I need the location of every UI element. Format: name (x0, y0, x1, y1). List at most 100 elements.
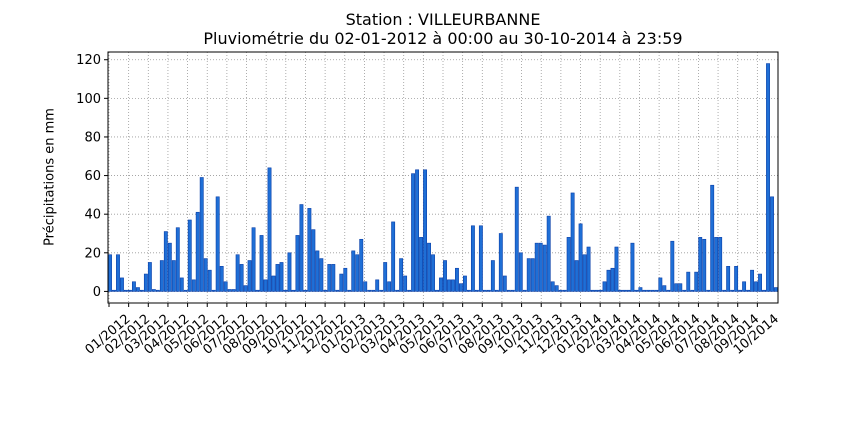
y-tick-label: 80 (84, 130, 101, 145)
data-bar (315, 250, 320, 292)
data-bar (371, 289, 376, 292)
chart-subtitle: Pluviométrie du 02-01-2012 à 00:00 au 30… (203, 29, 683, 48)
data-bar (120, 277, 124, 292)
data-bar (343, 267, 348, 292)
data-bar (558, 289, 563, 292)
data-bar (714, 237, 719, 292)
data-bar (211, 289, 216, 292)
data-bar (578, 223, 583, 292)
data-bar (175, 227, 180, 292)
data-bar (155, 289, 160, 292)
data-bar (606, 269, 611, 292)
data-bar (383, 262, 388, 292)
data-bar (391, 221, 396, 292)
data-bar (514, 186, 519, 292)
data-bar (219, 266, 224, 292)
data-bar (403, 275, 408, 292)
data-bar (335, 289, 340, 292)
data-bar (147, 262, 152, 292)
y-tick-label: 60 (84, 169, 101, 184)
data-bar (271, 275, 276, 292)
data-bar (598, 289, 603, 292)
data-bar (646, 289, 651, 292)
data-bar (263, 279, 268, 292)
data-bar (518, 252, 523, 292)
data-bar (498, 233, 503, 292)
data-bar (694, 271, 699, 292)
data-bar (447, 279, 451, 292)
data-bar (319, 258, 324, 292)
y-tick-label: 120 (76, 53, 101, 68)
data-bar (423, 169, 427, 292)
data-bar (195, 211, 200, 292)
data-bar (730, 289, 735, 292)
data-bar (534, 242, 539, 292)
data-bar (459, 283, 463, 292)
data-bar (690, 289, 695, 292)
data-bar (706, 289, 711, 292)
data-bar (215, 196, 220, 292)
data-bar (482, 289, 487, 292)
data-bar (746, 289, 751, 292)
data-bar (399, 258, 404, 292)
data-bar (227, 289, 232, 292)
data-bar (470, 225, 475, 292)
data-bar (754, 281, 758, 292)
data-bar (770, 196, 774, 292)
data-bar (167, 242, 172, 292)
data-bar (550, 281, 555, 292)
data-bar (171, 260, 176, 292)
data-bar (443, 260, 447, 292)
data-bar (287, 252, 292, 292)
data-bar (255, 289, 260, 292)
data-bar (538, 242, 543, 292)
chart-title: Station : VILLEURBANNE (345, 10, 541, 29)
data-bar (375, 279, 380, 292)
data-bar (275, 264, 280, 292)
data-bar (638, 287, 643, 292)
data-bar (630, 242, 635, 292)
data-bar (247, 260, 252, 292)
data-bar (311, 229, 316, 292)
data-bar (726, 266, 731, 292)
data-bar (642, 289, 647, 292)
data-bar (522, 289, 527, 292)
data-bar (259, 235, 264, 292)
data-bar (686, 271, 691, 292)
data-bar (734, 266, 739, 292)
data-bar (602, 281, 607, 292)
data-bar (634, 289, 639, 292)
data-bar (299, 204, 304, 292)
data-bar (131, 281, 136, 292)
data-bar (179, 277, 184, 292)
data-bar (718, 237, 723, 292)
data-bar (462, 275, 467, 292)
data-bar (339, 273, 344, 292)
data-bar (363, 281, 368, 292)
data-bar (614, 246, 619, 292)
data-bar (562, 289, 567, 292)
data-bar (347, 289, 352, 292)
data-bar (187, 219, 192, 292)
data-bar (431, 254, 435, 292)
data-bar (478, 225, 483, 292)
data-bar (331, 264, 336, 292)
data-bar (502, 275, 507, 292)
data-bar (307, 208, 312, 292)
data-bar (626, 289, 631, 292)
data-bar (407, 289, 412, 292)
data-bar (622, 289, 627, 292)
data-bar (295, 235, 300, 292)
data-bar (235, 254, 240, 292)
data-bar (327, 264, 332, 292)
data-bar (379, 289, 384, 292)
data-bar (762, 289, 766, 292)
data-bar (203, 258, 208, 292)
data-bar (486, 289, 491, 292)
data-bar (474, 289, 479, 292)
data-bar (666, 289, 671, 292)
data-bar (191, 279, 196, 292)
data-bar (251, 227, 256, 292)
data-bar (774, 287, 778, 292)
